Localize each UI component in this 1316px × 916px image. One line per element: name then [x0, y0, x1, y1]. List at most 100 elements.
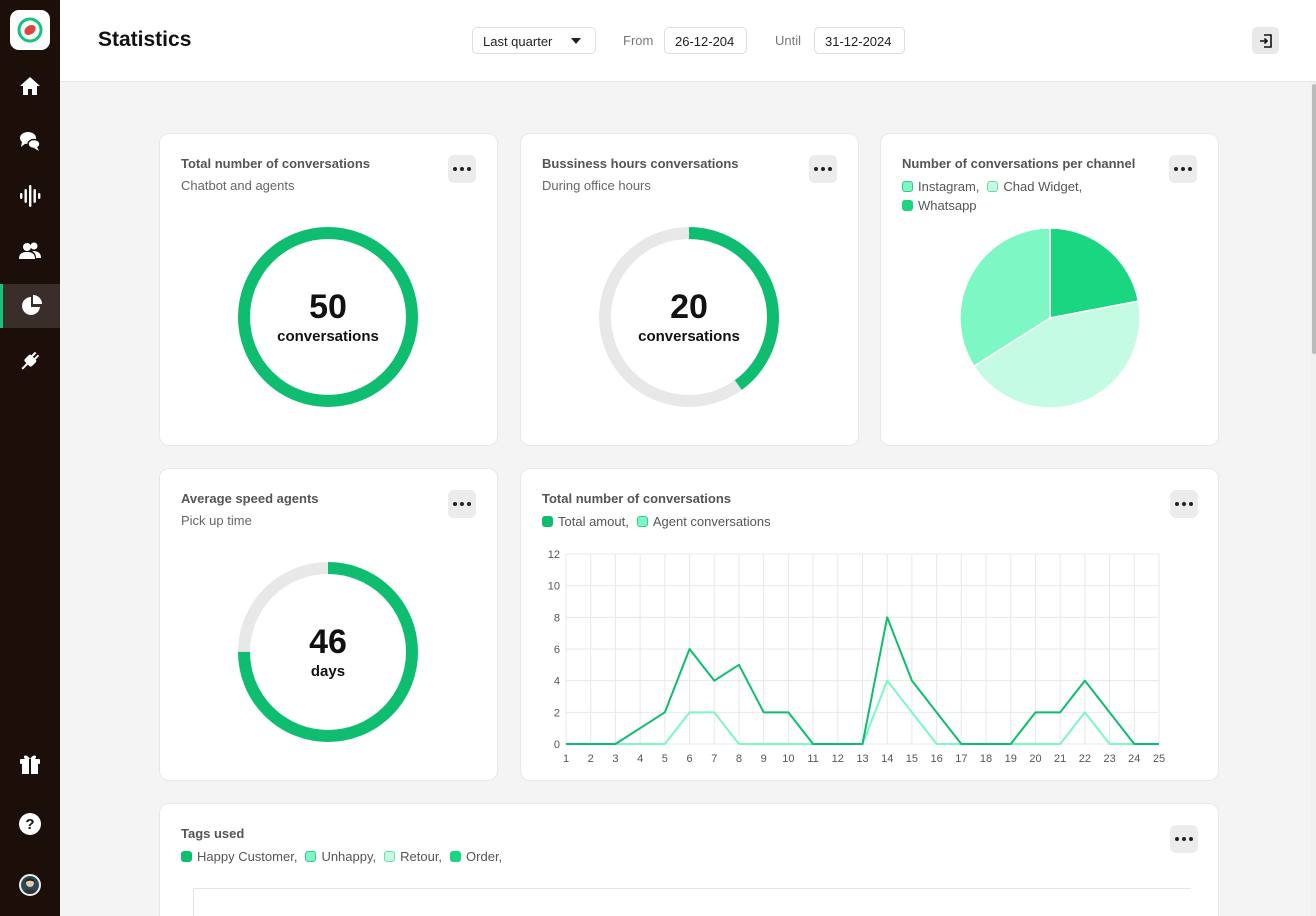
more-options-button[interactable] [448, 490, 476, 518]
legend-label: Chad Widget, [1003, 179, 1083, 194]
x-tick-label: 13 [856, 753, 868, 765]
x-tick-label: 3 [612, 753, 618, 765]
legend-swatch [450, 851, 462, 862]
chat-icon [20, 132, 41, 151]
ring-progress [238, 227, 418, 407]
pie-slice-whatsapp[interactable] [1049, 227, 1140, 319]
logo-icon [17, 17, 43, 43]
scrollbar-thumb[interactable] [1312, 84, 1316, 354]
ring-value: 20 [670, 287, 708, 326]
ring-unit: conversations [277, 327, 379, 345]
pie-slice-instagram[interactable] [959, 227, 1051, 368]
legend-label: Instagram, [918, 179, 980, 194]
card-subtitle: Pick up time [181, 513, 252, 528]
app-logo[interactable] [10, 10, 50, 50]
legend-label: Unhappy, [321, 849, 377, 864]
card-tags-used: Tags used Happy Customer, Unhappy, Retou… [159, 803, 1219, 916]
x-tick-label: 19 [1005, 753, 1017, 765]
help-icon: ? [19, 813, 41, 835]
x-tick-label: 12 [832, 753, 844, 765]
page-title: Statistics [98, 28, 192, 51]
sidebar-item-voice[interactable] [0, 174, 60, 218]
sidebar-item-home[interactable] [0, 64, 60, 108]
x-tick-label: 21 [1054, 753, 1066, 765]
x-tick-label: 23 [1103, 753, 1115, 765]
more-options-button[interactable] [1170, 490, 1198, 518]
y-tick-label: 10 [548, 581, 560, 593]
legend-label: Total amout, [558, 514, 629, 529]
series-line-total-amout[interactable] [566, 616, 1159, 745]
card-average-speed: Average speed agents Pick up time 46 day… [159, 468, 498, 781]
legend-label: Order, [466, 849, 503, 864]
legend-item: Agent conversations [636, 514, 771, 529]
legend-swatch [636, 516, 648, 527]
period-select[interactable]: Last quarter [472, 27, 596, 54]
x-tick-label: 6 [686, 753, 692, 765]
y-tick-label: 8 [554, 612, 560, 624]
legend-item: Instagram, [902, 179, 979, 194]
card-total-conversations: Total number of conversations Chatbot an… [159, 133, 498, 446]
logout-button[interactable] [1252, 27, 1279, 54]
card-title: Number of conversations per channel [902, 156, 1136, 171]
from-date-input[interactable]: 26-12-204 [664, 27, 747, 54]
more-options-button[interactable] [809, 155, 837, 183]
y-tick-label: 0 [554, 739, 560, 751]
card-title: Total number of conversations [181, 156, 371, 171]
ring-value: 46 [309, 622, 347, 661]
more-options-button[interactable] [1170, 825, 1198, 853]
legend-swatch [305, 851, 317, 862]
legend-label: Happy Customer, [197, 849, 298, 864]
sidebar-item-chat[interactable] [0, 119, 60, 163]
legend-swatch [181, 851, 192, 862]
x-tick-label: 17 [955, 753, 967, 765]
legend-label: Retour, [400, 849, 443, 864]
x-tick-label: 1 [563, 753, 569, 765]
sidebar-item-contacts[interactable] [0, 229, 60, 273]
donut-total: 50 conversations [237, 226, 419, 408]
ring-progress [238, 562, 418, 742]
statistics-icon [21, 295, 42, 315]
plug-icon [21, 351, 40, 370]
chart-axis [193, 888, 194, 916]
legend-item: Happy Customer, [181, 849, 297, 864]
x-tick-label: 24 [1128, 753, 1140, 765]
sidebar-item-integrations[interactable] [0, 339, 60, 383]
x-tick-label: 10 [782, 753, 794, 765]
chart-gridline [193, 888, 1191, 889]
gift-icon [20, 755, 40, 774]
scrollbar-track[interactable] [1311, 82, 1316, 916]
sidebar-item-gift[interactable] [0, 742, 60, 786]
top-header: Statistics Last quarter From 26-12-204 U… [60, 0, 1316, 82]
x-tick-label: 4 [637, 753, 643, 765]
legend-item: Retour, [384, 849, 442, 864]
until-label: Until [775, 33, 802, 48]
donut-business: 20 conversations [598, 226, 780, 408]
card-conversations-per-channel: Number of conversations per channel Inst… [880, 133, 1219, 446]
user-avatar[interactable] [19, 874, 41, 896]
avatar-icon [23, 878, 37, 894]
more-options-button[interactable] [448, 155, 476, 183]
until-date-input[interactable]: 31-12-2024 [814, 27, 905, 54]
x-tick-label: 5 [662, 753, 668, 765]
sidebar-item-help[interactable]: ? [0, 802, 60, 846]
y-tick-label: 6 [554, 644, 560, 656]
pie-slice-chad-widget[interactable] [972, 300, 1141, 409]
more-options-button[interactable] [1169, 155, 1197, 183]
legend-item: Order, [450, 849, 502, 864]
legend-item: Chad Widget, [987, 179, 1082, 194]
x-tick-label: 11 [807, 753, 818, 765]
legend-swatch [987, 181, 999, 192]
y-tick-label: 2 [554, 707, 560, 719]
legend-label: Whatsapp [918, 198, 977, 213]
contacts-icon [19, 242, 41, 259]
card-conversations-timeline: Total number of conversations Total amou… [520, 468, 1219, 781]
legend-item: Whatsapp [902, 198, 977, 213]
sidebar: ? [0, 0, 60, 916]
x-tick-label: 9 [761, 753, 767, 765]
from-label: From [623, 33, 654, 48]
period-select-value: Last quarter [483, 34, 553, 49]
sidebar-item-statistics[interactable] [0, 284, 60, 328]
donut-speed: 46 days [237, 561, 419, 743]
chart-legend: Happy Customer, Unhappy, Retour, Order, [181, 849, 502, 864]
x-tick-label: 14 [881, 753, 893, 765]
